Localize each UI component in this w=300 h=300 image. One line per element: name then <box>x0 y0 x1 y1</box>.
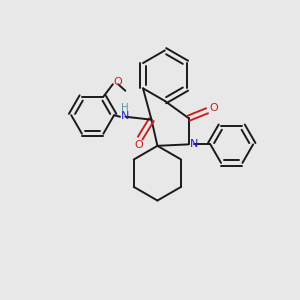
Text: O: O <box>134 140 143 150</box>
Text: N: N <box>190 140 198 149</box>
Text: O: O <box>209 103 218 113</box>
Text: N: N <box>121 111 129 121</box>
Text: H: H <box>121 103 129 113</box>
Text: O: O <box>114 77 123 87</box>
